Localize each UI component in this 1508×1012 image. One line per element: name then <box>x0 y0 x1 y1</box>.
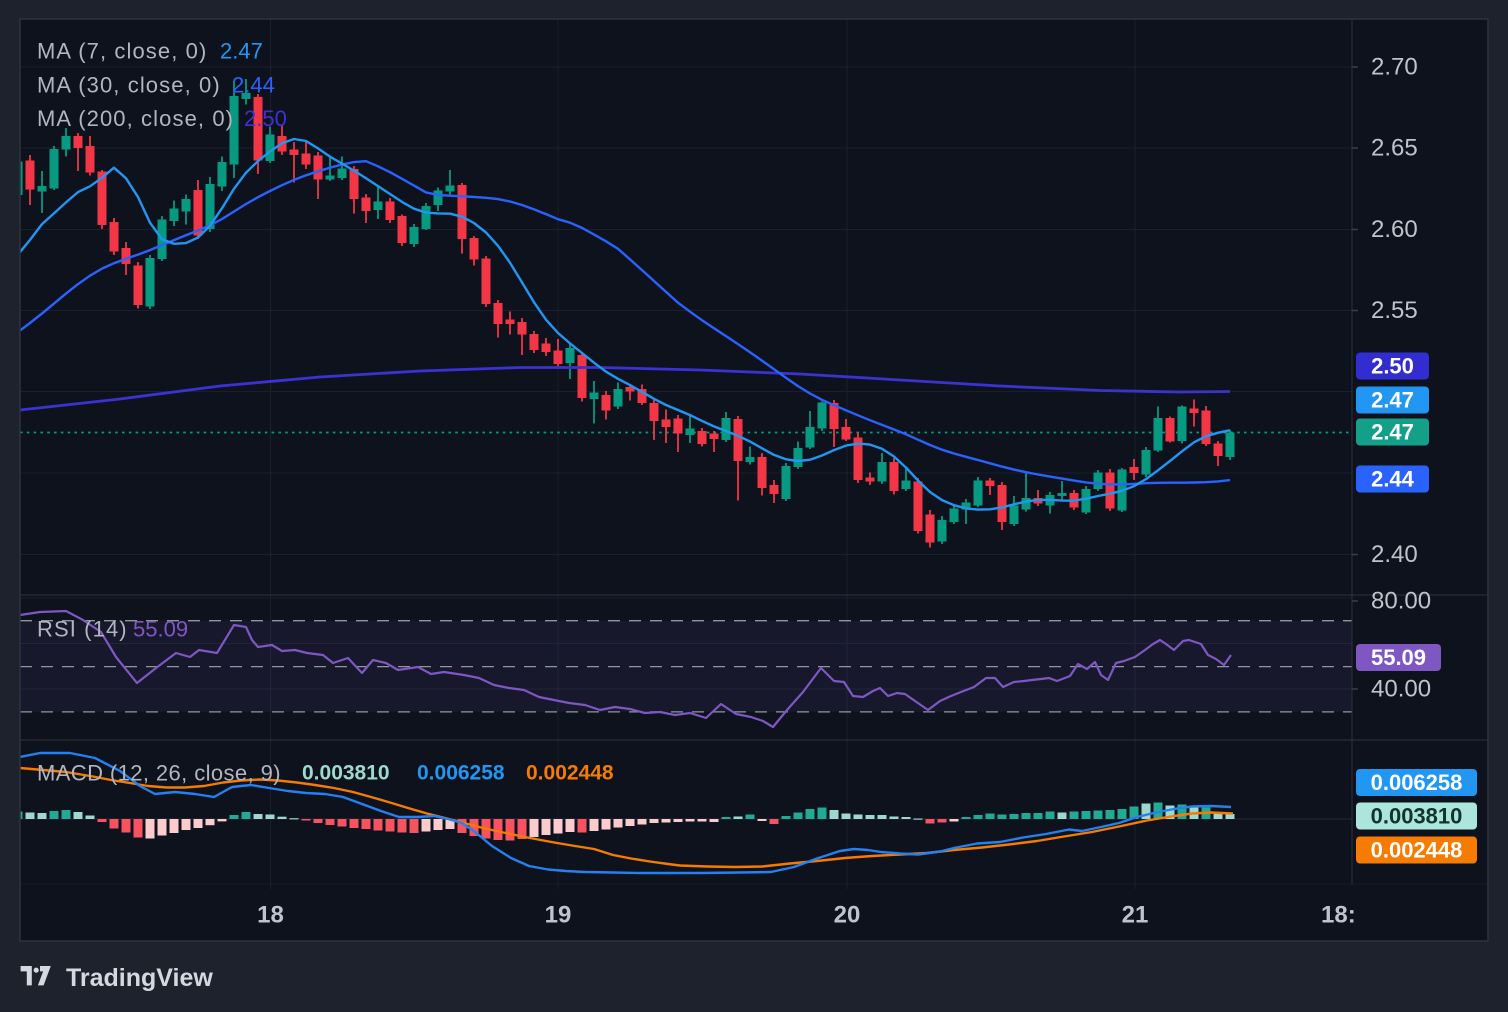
svg-text:0.002448: 0.002448 <box>526 762 614 785</box>
svg-text:0.003810: 0.003810 <box>1371 804 1463 829</box>
svg-text:2.65: 2.65 <box>1371 135 1418 162</box>
svg-text:18:00: 18:00 <box>1321 902 1382 929</box>
svg-text:2.50: 2.50 <box>244 106 287 131</box>
svg-text:2.47: 2.47 <box>1371 420 1414 445</box>
svg-text:2.44: 2.44 <box>1371 467 1415 492</box>
svg-text:19: 19 <box>545 902 572 929</box>
svg-text:RSI (14): RSI (14) <box>37 617 128 642</box>
svg-text:55.09: 55.09 <box>1371 645 1426 670</box>
svg-text:MA (30, close, 0): MA (30, close, 0) <box>37 73 221 98</box>
svg-text:0.006258: 0.006258 <box>1371 770 1463 795</box>
svg-text:2.40: 2.40 <box>1371 541 1418 568</box>
svg-text:MA (200, close, 0): MA (200, close, 0) <box>37 106 234 131</box>
svg-text:MACD (12, 26, close, 9): MACD (12, 26, close, 9) <box>37 761 281 786</box>
svg-text:0.003810: 0.003810 <box>302 762 390 785</box>
svg-text:TradingView: TradingView <box>66 964 213 992</box>
svg-text:80.00: 80.00 <box>1371 588 1431 615</box>
svg-text:0.006258: 0.006258 <box>417 762 505 785</box>
svg-text:2.50: 2.50 <box>1371 354 1414 379</box>
svg-text:2.47: 2.47 <box>220 39 263 64</box>
svg-text:18: 18 <box>257 902 284 929</box>
svg-text:55.09: 55.09 <box>133 617 188 642</box>
svg-text:2.55: 2.55 <box>1371 297 1418 324</box>
svg-text:20: 20 <box>834 902 861 929</box>
svg-text:2.70: 2.70 <box>1371 54 1418 81</box>
svg-text:MA (7, close, 0): MA (7, close, 0) <box>37 39 207 64</box>
svg-text:40.00: 40.00 <box>1371 676 1431 703</box>
svg-text:21: 21 <box>1122 902 1149 929</box>
svg-text:2.60: 2.60 <box>1371 216 1418 243</box>
svg-text:0.002448: 0.002448 <box>1371 838 1463 863</box>
svg-text:2.47: 2.47 <box>1371 388 1414 413</box>
svg-text:2.44: 2.44 <box>232 73 275 98</box>
